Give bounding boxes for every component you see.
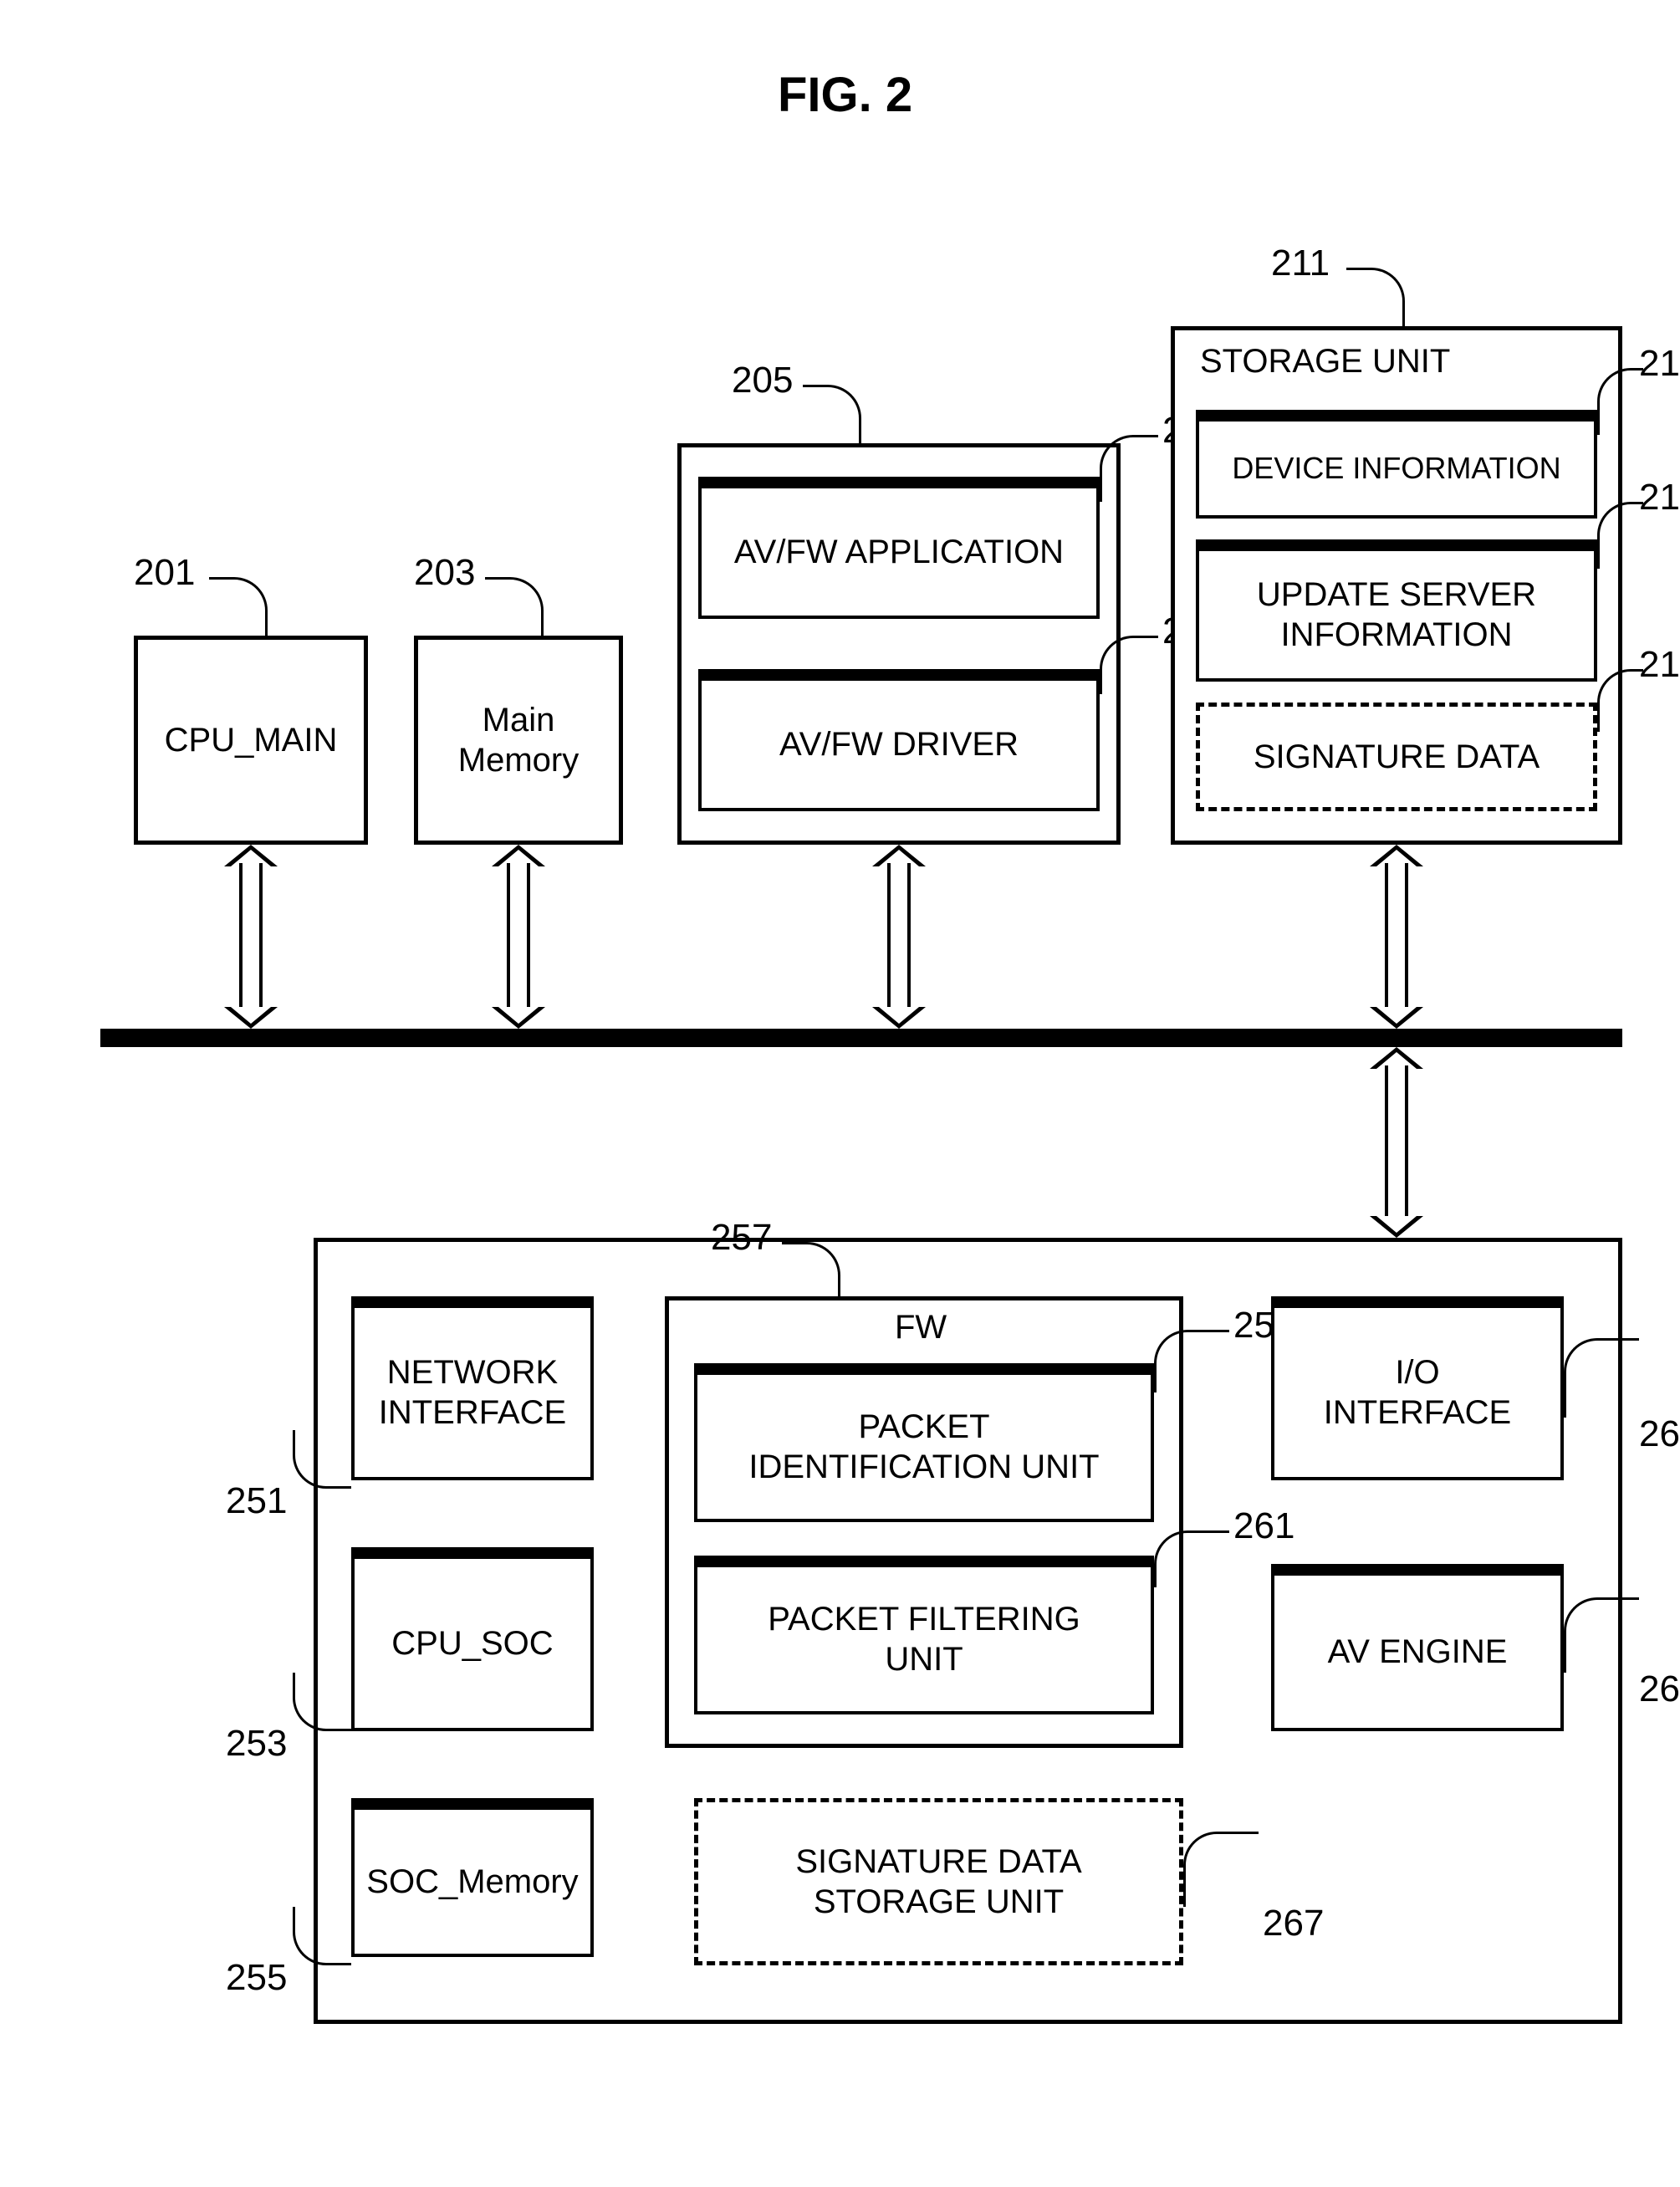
leader-253 [293, 1673, 351, 1731]
block-label: DEVICE INFORMATION [1232, 450, 1560, 486]
leader-211 [1346, 268, 1405, 326]
arrow-main-memory-bus [492, 845, 545, 1029]
leader-207 [1100, 435, 1158, 502]
fw-title: FW [895, 1309, 947, 1346]
block-label: PACKET IDENTIFICATION UNIT [748, 1407, 1099, 1487]
block-av-engine: AV ENGINE [1271, 1564, 1564, 1731]
arrow-soc-bus [1370, 1047, 1423, 1238]
leader-205 [803, 385, 861, 443]
leader-255 [293, 1907, 351, 1965]
block-main-memory: Main Memory [414, 636, 623, 845]
ref-265: 265 [1639, 1668, 1680, 1710]
block-cpu-soc: CPU_SOC [351, 1547, 594, 1731]
block-label: AV/FW APPLICATION [734, 532, 1064, 572]
ref-261: 261 [1233, 1505, 1294, 1547]
ref-211: 211 [1271, 243, 1330, 284]
block-cpu-main: CPU_MAIN [134, 636, 368, 845]
block-label: I/O INTERFACE [1324, 1352, 1511, 1433]
leader-251 [293, 1430, 351, 1489]
arrow-cpu-main-bus [224, 845, 278, 1029]
block-avfw-app: AV/FW APPLICATION [698, 477, 1100, 619]
ref-215: 215 [1639, 477, 1680, 519]
figure-title: FIG. 2 [778, 67, 912, 123]
leader-259 [1154, 1330, 1229, 1392]
ref-257: 257 [711, 1217, 772, 1259]
leader-201 [209, 577, 268, 636]
block-label: SOC_Memory [366, 1862, 578, 1902]
ref-263: 263 [1639, 1413, 1680, 1455]
block-io-interface: I/O INTERFACE [1271, 1296, 1564, 1480]
block-network-interface: NETWORK INTERFACE [351, 1296, 594, 1480]
leader-203 [485, 577, 544, 636]
leader-261 [1154, 1530, 1229, 1587]
ref-255: 255 [226, 1957, 287, 1999]
block-label: CPU_SOC [391, 1623, 553, 1663]
leader-267 [1183, 1832, 1259, 1907]
system-bus [100, 1029, 1622, 1047]
block-packet-filter: PACKET FILTERING UNIT [694, 1556, 1154, 1714]
block-label: SIGNATURE DATA [1254, 737, 1540, 777]
block-label: Main Memory [458, 700, 579, 780]
block-signature-data: SIGNATURE DATA [1196, 703, 1597, 811]
storage-title: STORAGE UNIT [1200, 343, 1450, 381]
block-label: CPU_MAIN [165, 720, 338, 760]
ref-205: 205 [732, 360, 793, 401]
block-label: PACKET FILTERING UNIT [768, 1599, 1080, 1679]
diagram-canvas: FIG. 2 CPU_MAIN 201 Main Memory 203 205 … [33, 33, 1647, 2154]
arrow-storage-bus [1370, 845, 1423, 1029]
ref-267: 267 [1263, 1903, 1324, 1944]
block-label: UPDATE SERVER INFORMATION [1257, 575, 1536, 655]
block-label: AV ENGINE [1328, 1632, 1508, 1672]
block-device-info: DEVICE INFORMATION [1196, 410, 1597, 519]
block-label: AV/FW DRIVER [779, 724, 1019, 764]
leader-265 [1564, 1597, 1639, 1673]
ref-201: 201 [134, 552, 195, 594]
arrow-avfw-bus [872, 845, 926, 1029]
leader-263 [1564, 1338, 1639, 1418]
block-label: SIGNATURE DATA STORAGE UNIT [795, 1842, 1081, 1922]
block-signature-storage: SIGNATURE DATA STORAGE UNIT [694, 1798, 1183, 1965]
block-label: NETWORK INTERFACE [379, 1352, 566, 1433]
ref-253: 253 [226, 1723, 287, 1765]
ref-213: 213 [1639, 343, 1680, 385]
ref-217: 217 [1639, 644, 1680, 686]
ref-203: 203 [414, 552, 475, 594]
block-update-server: UPDATE SERVER INFORMATION [1196, 539, 1597, 682]
block-packet-id: PACKET IDENTIFICATION UNIT [694, 1363, 1154, 1522]
ref-251: 251 [226, 1480, 287, 1522]
block-soc-memory: SOC_Memory [351, 1798, 594, 1957]
block-avfw-driver: AV/FW DRIVER [698, 669, 1100, 811]
